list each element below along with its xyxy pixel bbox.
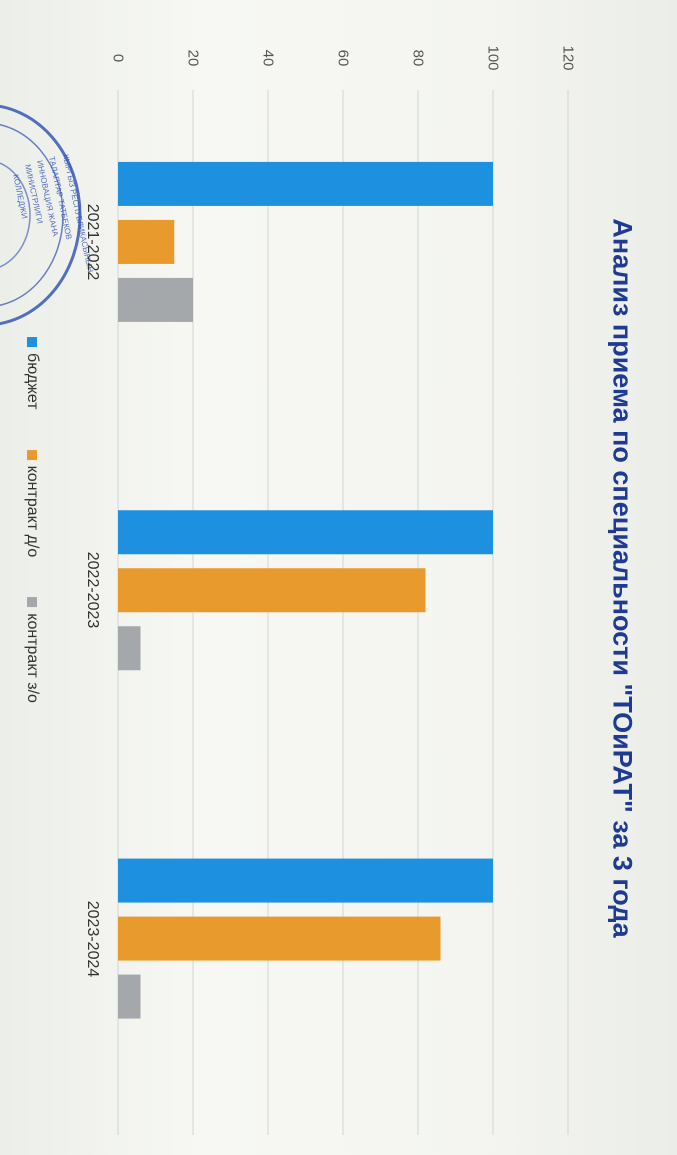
tick-label: 0: [109, 53, 127, 63]
bar-2021-2022-контракт д/о: [118, 219, 175, 264]
legend-label: бюджет: [24, 353, 41, 410]
tick-label: 120: [559, 45, 577, 71]
category-label: 2023-2024: [84, 900, 101, 977]
legend-item: бюджет: [23, 337, 41, 410]
legend-swatch: [27, 337, 37, 348]
bar-2022-2023-контракт з/о: [118, 626, 141, 671]
tick-label: 100: [484, 45, 502, 71]
bar-2022-2023-контракт д/о: [118, 568, 426, 613]
bar-2023-2024-контракт з/о: [118, 974, 141, 1019]
legend-label: контракт д/о: [24, 465, 41, 558]
tick-label: 40: [259, 49, 277, 67]
bar-2021-2022-бюджет: [118, 161, 493, 206]
legend-swatch: [27, 449, 37, 460]
official-stamp: КЫРГЫЗ РЕСПУБЛИКАСЫНЫН ТАЛАПТАР ТАТБЕКОВ…: [0, 104, 95, 326]
bar-2023-2024-контракт д/о: [118, 916, 441, 961]
tick-label: 60: [334, 49, 352, 67]
bar-2023-2024-бюджет: [118, 858, 493, 903]
bar-2022-2023-бюджет: [118, 510, 493, 555]
legend-swatch: [27, 597, 37, 608]
legend-item: контракт д/о: [23, 449, 41, 558]
category-label: 2022-2023: [84, 551, 101, 629]
chart-title: Анализ приема по специальности "ТОиРАТ" …: [607, 218, 638, 938]
legend-label: контракт з/о: [24, 613, 41, 703]
bar-2021-2022-контракт з/о: [118, 277, 193, 322]
category-label: 2021-2022: [84, 203, 101, 281]
tick-label: 20: [184, 49, 202, 67]
legend-item: контракт з/о: [23, 597, 41, 703]
tick-label: 80: [409, 49, 427, 67]
